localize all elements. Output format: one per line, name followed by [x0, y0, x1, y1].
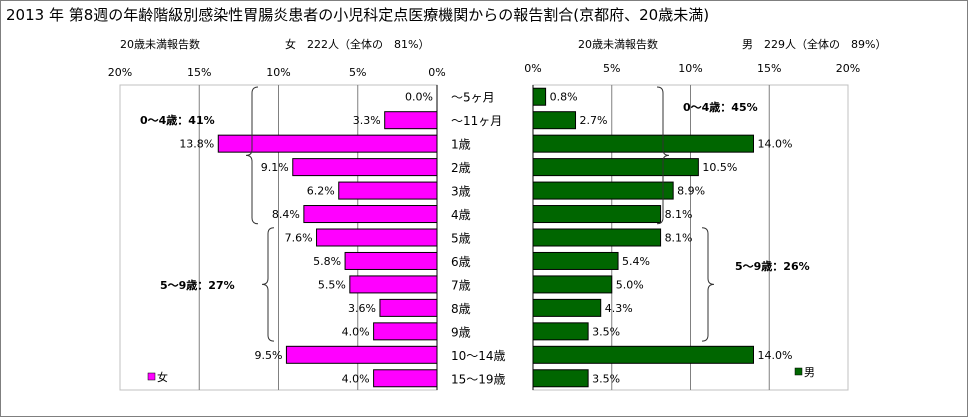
category-label: 2歳: [451, 161, 471, 175]
category-labels: ～5ヶ月 ～11ヶ月 1歳 2歳 3歳 4歳 5歳 6歳 7歳 8歳 9歳 10～14歳 15～19歳: [451, 91, 506, 387]
category-label: 4歳: [451, 208, 471, 222]
category-label: 15～19歳: [451, 372, 506, 386]
male-x-tick-label: 10%: [678, 62, 702, 75]
male-data-label: 4.3%: [605, 302, 633, 315]
female-bar: [303, 205, 438, 224]
female-data-label: 13.8%: [179, 138, 214, 151]
female-bar: [349, 275, 438, 294]
category-label: ～11ヶ月: [451, 114, 502, 128]
male-data-label: 5.4%: [622, 255, 650, 268]
female-data-label: 7.6%: [285, 232, 313, 245]
male-data-label: 8.9%: [677, 185, 705, 198]
female-bar: [316, 228, 438, 247]
female-bar: [379, 298, 438, 317]
male-data-label: 14.0%: [758, 138, 793, 151]
female-data-label: 9.1%: [261, 161, 289, 174]
category-label: 1歳: [451, 138, 471, 152]
male-bar: [532, 298, 602, 317]
age-brackets: 0～4歳：41% 5～9歳：27% 0～4歳：45% 5～9歳：26%: [140, 86, 810, 342]
female-bar: [373, 369, 438, 388]
male-bracket-label: 0～4歳：45%: [683, 100, 758, 114]
male-bar: [532, 251, 619, 270]
male-bar: [532, 228, 662, 247]
female-header-detail: 女 222人（全体の 81%）: [285, 38, 430, 51]
male-legend-label: 男: [804, 366, 815, 379]
male-bracket-0-4: [656, 86, 670, 225]
female-bracket-5-9: [261, 227, 275, 342]
female-data-label: 6.2%: [307, 185, 335, 198]
female-header-label: 20歳未満報告数: [120, 38, 200, 51]
axis-ticks: 20% 15% 10% 5% 0% 0% 5% 10% 15% 20%: [108, 62, 860, 79]
category-label: 6歳: [451, 255, 471, 269]
male-bar: [532, 134, 754, 153]
male-legend-swatch: [794, 367, 803, 376]
male-x-tick-label: 15%: [757, 62, 781, 75]
category-label: 5歳: [451, 232, 471, 246]
male-bar: [532, 369, 589, 388]
male-bar: [532, 87, 547, 106]
female-legend-label: 女: [157, 370, 168, 384]
female-bar: [217, 134, 438, 153]
male-bar: [532, 205, 662, 224]
female-bar: [373, 322, 438, 341]
female-bar: [292, 158, 438, 177]
male-bar: [532, 158, 699, 177]
female-x-tick-label: 15%: [187, 66, 211, 79]
male-bar: [532, 181, 674, 200]
female-data-label: 8.4%: [272, 208, 300, 221]
male-data-label: 10.5%: [702, 161, 737, 174]
male-data-label: 8.1%: [665, 232, 693, 245]
female-bracket-0-4: [245, 86, 259, 225]
male-bracket-label: 5～9歳：26%: [735, 259, 810, 273]
category-label: ～5ヶ月: [451, 91, 495, 105]
female-bar: [344, 251, 438, 270]
legends: 女男: [147, 366, 815, 384]
male-bar: [532, 111, 577, 130]
male-bar: [532, 345, 754, 364]
female-x-tick-label: 20%: [108, 66, 132, 79]
male-bar: [532, 275, 613, 294]
female-data-label: 3.6%: [348, 302, 376, 315]
male-data-label: 3.5%: [592, 372, 620, 385]
male-bar: [532, 322, 589, 341]
male-x-tick-label: 0%: [524, 62, 541, 75]
female-bracket-label: 0～4歳：41%: [140, 113, 215, 127]
male-data-label: 14.0%: [758, 349, 793, 362]
male-x-tick-label: 5%: [603, 62, 620, 75]
female-x-tick-label: 5%: [349, 66, 366, 79]
female-bar: [338, 181, 438, 200]
female-data-label: 5.5%: [318, 278, 346, 291]
female-x-tick-label: 0%: [428, 66, 445, 79]
male-bracket-5-9: [701, 227, 715, 342]
category-label: 10～14歳: [451, 349, 506, 363]
female-data-label: 9.5%: [254, 349, 282, 362]
female-data-label: 5.8%: [313, 255, 341, 268]
female-data-label: 0.0%: [405, 91, 433, 104]
male-data-label: 2.7%: [580, 114, 608, 127]
male-data-label: 5.0%: [616, 278, 644, 291]
female-legend-swatch: [147, 372, 156, 381]
female-data-label: 3.3%: [353, 114, 381, 127]
male-data-label: 3.5%: [592, 325, 620, 338]
male-header-label: 20歳未満報告数: [578, 38, 658, 51]
chart-title: 2013 年 第8週の年齢階級別感染性胃腸炎患者の小児科定点医療機関からの報告割…: [6, 6, 710, 24]
male-x-tick-label: 20%: [836, 62, 860, 75]
female-bracket-label: 5～9歳：27%: [160, 278, 235, 292]
category-label: 3歳: [451, 185, 471, 199]
male-bars: 0.8%2.7% 14.0% 10.5% 8.9% 8.1% 8.1% 5.4% 5.0% 4.…: [532, 87, 793, 388]
male-data-label: 0.8%: [550, 91, 578, 104]
category-label: 7歳: [451, 278, 471, 292]
gridlines: [119, 84, 849, 391]
category-label: 8歳: [451, 302, 471, 316]
female-data-label: 4.0%: [342, 325, 370, 338]
female-x-tick-label: 10%: [266, 66, 290, 79]
female-bar: [384, 111, 438, 130]
female-bars: 0.0% 3.3% 13.8% 9.1% 6.2% 8.4% 7.6%5.8% 5.5%3.6…: [179, 91, 438, 388]
category-label: 9歳: [451, 325, 471, 339]
female-bar: [285, 345, 438, 364]
female-data-label: 4.0%: [342, 372, 370, 385]
male-data-label: 8.1%: [665, 208, 693, 221]
male-header-detail: 男 229人（全体の 89%）: [742, 38, 887, 51]
